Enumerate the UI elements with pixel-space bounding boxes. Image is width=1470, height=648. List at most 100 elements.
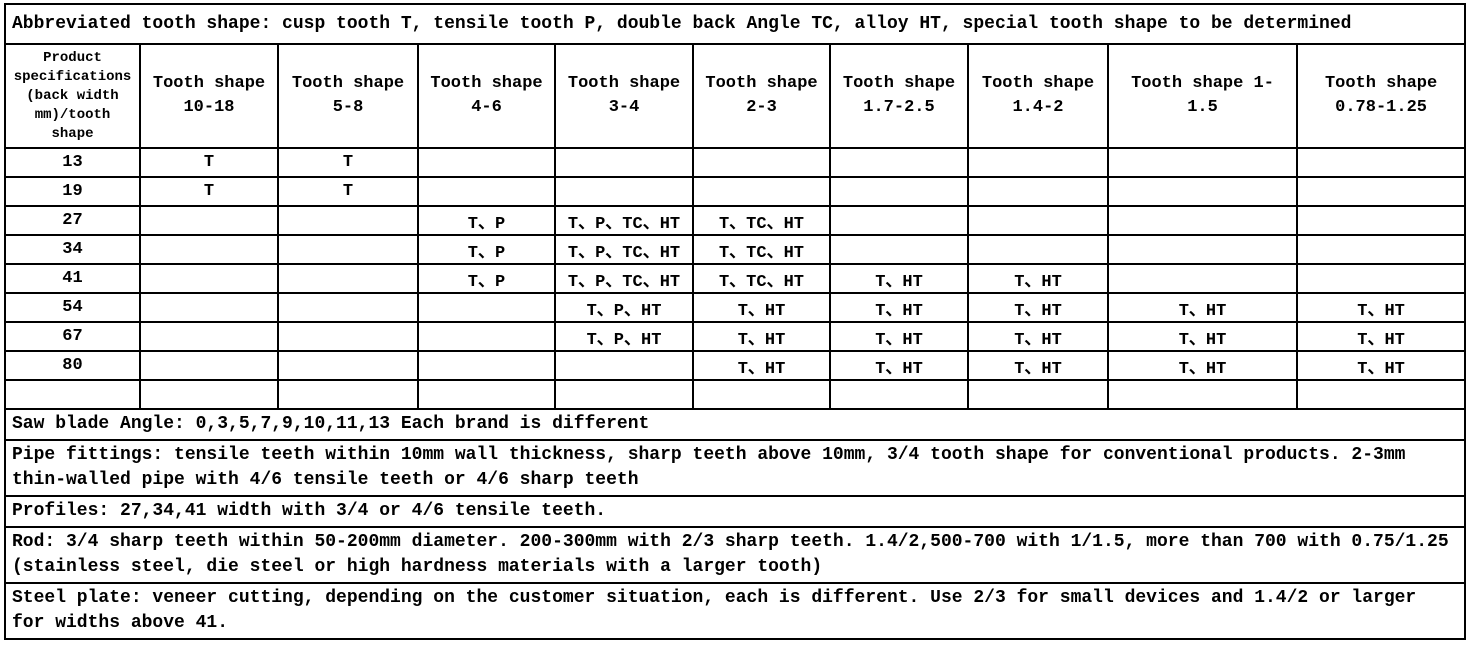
table-row: 19 T T [4, 176, 1467, 207]
table-cell [139, 350, 279, 381]
table-cell: T、HT [1107, 292, 1298, 323]
table-cell: T、HT [1107, 321, 1298, 352]
spec-cell: 67 [4, 321, 141, 352]
table-cell [277, 321, 419, 352]
table-cell [1295, 234, 1467, 265]
table-cell [1107, 263, 1298, 294]
column-header: Tooth shape 3-4 [554, 43, 694, 149]
table-cell [1107, 147, 1298, 178]
column-header: Tooth shape 4-6 [417, 43, 556, 149]
table-cell [417, 147, 556, 178]
column-header: Tooth shape 1.7-2.5 [829, 43, 969, 149]
table-cell [829, 205, 969, 236]
table-cell [417, 176, 556, 207]
table-cell: T、HT [829, 263, 969, 294]
table-row: 34 T、P T、P、TC、HT T、TC、HT [4, 234, 1467, 265]
table-row: 54 T、P、HT T、HT T、HT T、HT T、HT T、HT [4, 292, 1467, 323]
table-cell [139, 321, 279, 352]
table-cell [139, 205, 279, 236]
table-cell: T、HT [829, 321, 969, 352]
table-cell: T、HT [1107, 350, 1298, 381]
table-cell: T [277, 147, 419, 178]
table-cell [417, 292, 556, 323]
spec-cell: 13 [4, 147, 141, 178]
table-cell: T、P [417, 263, 556, 294]
table-cell: T、HT [692, 350, 831, 381]
spec-cell: 27 [4, 205, 141, 236]
table-row: 13 T T [4, 147, 1467, 178]
table-cell [1295, 263, 1467, 294]
table-cell [139, 292, 279, 323]
table-cell [139, 234, 279, 265]
column-header: Tooth shape 2-3 [692, 43, 831, 149]
column-header: Tooth shape 0.78-1.25 [1295, 43, 1467, 149]
table-cell [417, 321, 556, 352]
column-header: Tooth shape 1- 1.5 [1107, 43, 1298, 149]
table-cell [554, 176, 694, 207]
note-profiles-row: Profiles: 27,34,41 width with 3/4 or 4/6… [3, 495, 1467, 528]
table-cell [277, 234, 419, 265]
table-cell: T [277, 176, 419, 207]
table-cell [277, 379, 419, 410]
note-rod-row: Rod: 3/4 sharp teeth within 50-200mm dia… [3, 526, 1467, 584]
table-cell: T、HT [692, 321, 831, 352]
table-row: 67 T、P、HT T、HT T、HT T、HT T、HT T、HT [4, 321, 1467, 352]
table-cell: T、HT [967, 263, 1109, 294]
table-cell [554, 350, 694, 381]
table-cell [1295, 147, 1467, 178]
table-cell [829, 234, 969, 265]
table-row: 41 T、P T、P、TC、HT T、TC、HT T、HT T、HT [4, 263, 1467, 294]
table-row: 27 T、P T、P、TC、HT T、TC、HT [4, 205, 1467, 236]
table-cell: T、HT [1295, 321, 1467, 352]
table-cell: T、HT [692, 292, 831, 323]
spec-cell: 80 [4, 350, 141, 381]
title-row: Abbreviated tooth shape: cusp tooth T, t… [3, 3, 1467, 45]
note-profiles: Profiles: 27,34,41 width with 3/4 or 4/6… [3, 495, 1467, 528]
table-cell [417, 350, 556, 381]
table-cell [829, 176, 969, 207]
table-cell [554, 147, 694, 178]
column-header: Tooth shape 5-8 [277, 43, 419, 149]
table-row: 80 T、HT T、HT T、HT T、HT T、HT [4, 350, 1467, 381]
table-cell [277, 292, 419, 323]
table-cell: T、P [417, 234, 556, 265]
table-cell [967, 205, 1109, 236]
table-cell: T [139, 147, 279, 178]
table-cell [1295, 176, 1467, 207]
table-cell [829, 379, 969, 410]
note-saw-blade-angle: Saw blade Angle: 0,3,5,7,9,10,11,13 Each… [3, 408, 1467, 441]
spec-cell [4, 379, 141, 410]
table-cell: T、HT [967, 350, 1109, 381]
table-row [4, 379, 1467, 410]
table-cell: T、P、HT [554, 292, 694, 323]
table-cell [967, 379, 1109, 410]
tooth-shape-table: Abbreviated tooth shape: cusp tooth T, t… [3, 3, 1467, 640]
note-pipe-fittings-row: Pipe fittings: tensile teeth within 10mm… [3, 439, 1467, 497]
table-cell: T、TC、HT [692, 205, 831, 236]
note-rod: Rod: 3/4 sharp teeth within 50-200mm dia… [3, 526, 1467, 584]
table-cell: T、HT [967, 321, 1109, 352]
table-cell: T、HT [967, 292, 1109, 323]
table-cell [417, 379, 556, 410]
table-cell [692, 147, 831, 178]
table-cell [967, 176, 1109, 207]
table-cell [967, 147, 1109, 178]
table-cell: T、HT [829, 292, 969, 323]
note-steel-plate-row: Steel plate: veneer cutting, depending o… [3, 582, 1467, 640]
column-header: Tooth shape 10-18 [139, 43, 279, 149]
table-cell: T、TC、HT [692, 234, 831, 265]
table-cell [277, 205, 419, 236]
table-cell [1107, 176, 1298, 207]
table-cell [829, 147, 969, 178]
table-cell [1107, 205, 1298, 236]
header-row: Product specifications (back width mm)/t… [4, 43, 1467, 149]
table-cell [692, 379, 831, 410]
column-header: Tooth shape 1.4-2 [967, 43, 1109, 149]
table-cell: T [139, 176, 279, 207]
table-cell [967, 234, 1109, 265]
note-saw-blade-angle-row: Saw blade Angle: 0,3,5,7,9,10,11,13 Each… [3, 408, 1467, 441]
spec-cell: 34 [4, 234, 141, 265]
table-cell: T、P、TC、HT [554, 234, 694, 265]
spec-column-header: Product specifications (back width mm)/t… [4, 43, 141, 149]
